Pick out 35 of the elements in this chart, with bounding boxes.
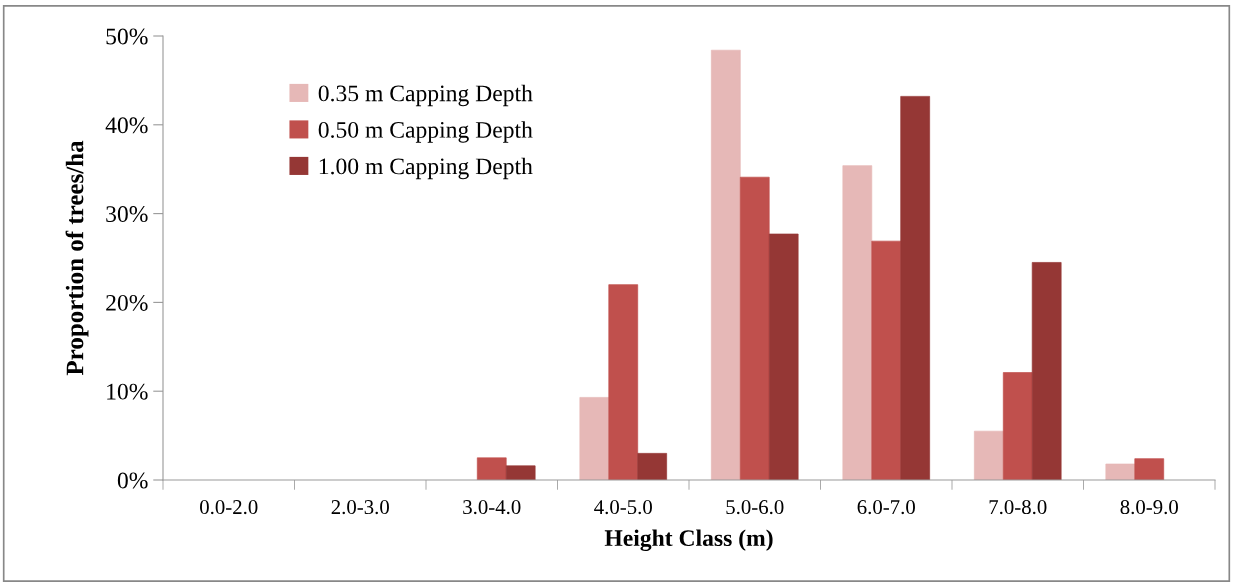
bar bbox=[637, 453, 667, 480]
bar bbox=[768, 233, 799, 480]
y-tick-label: 50% bbox=[106, 28, 148, 45]
bar bbox=[711, 49, 741, 480]
y-tick-label: 30% bbox=[106, 206, 148, 223]
x-tick-label: 6.0-7.0 bbox=[857, 500, 915, 515]
bar bbox=[1134, 458, 1165, 480]
y-axis-title: Proportion of trees/ha bbox=[65, 140, 89, 376]
y-tick-label: 0% bbox=[117, 472, 148, 489]
bar bbox=[871, 240, 902, 480]
bar bbox=[505, 465, 536, 480]
x-tick-label: 8.0-9.0 bbox=[1120, 500, 1178, 515]
y-tick-label: 40% bbox=[105, 117, 148, 134]
x-tick-label: 2.0-3.0 bbox=[331, 500, 389, 515]
legend-label: 0.35 m Capping Depth bbox=[318, 84, 533, 107]
bar bbox=[739, 176, 770, 480]
x-tick-label: 7.0-8.0 bbox=[989, 500, 1047, 515]
legend-label: 1.00 m Capping Depth bbox=[319, 157, 533, 180]
x-axis-title: Height Class (m) bbox=[604, 529, 773, 552]
bar bbox=[900, 96, 930, 480]
x-tick-label: 4.0-5.0 bbox=[594, 500, 652, 515]
bar bbox=[1002, 372, 1033, 480]
bar bbox=[842, 165, 873, 480]
bar bbox=[579, 397, 610, 480]
bar bbox=[1105, 463, 1136, 480]
bar bbox=[476, 457, 507, 480]
bar bbox=[608, 284, 639, 480]
legend-label: 0.50 m Capping Depth bbox=[318, 121, 533, 143]
x-tick-label: 3.0-4.0 bbox=[463, 500, 521, 515]
y-tick-label: 20% bbox=[106, 294, 148, 311]
bar bbox=[1031, 262, 1062, 480]
bar bbox=[974, 430, 1004, 480]
x-tick-label: 0.0-2.0 bbox=[200, 500, 258, 515]
x-tick-label: 5.0-6.0 bbox=[726, 500, 784, 515]
y-tick-label: 10% bbox=[107, 383, 148, 400]
